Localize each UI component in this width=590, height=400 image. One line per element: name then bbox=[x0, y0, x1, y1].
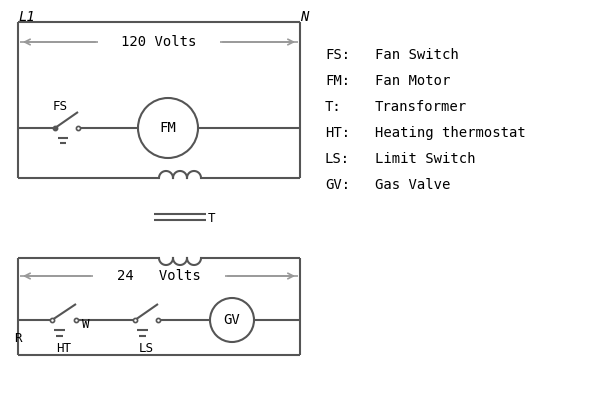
Text: Heating thermostat: Heating thermostat bbox=[375, 126, 526, 140]
Text: T:: T: bbox=[325, 100, 342, 114]
Text: HT:: HT: bbox=[325, 126, 350, 140]
Text: L1: L1 bbox=[18, 10, 35, 24]
Text: FS:: FS: bbox=[325, 48, 350, 62]
Text: LS: LS bbox=[139, 342, 154, 354]
Text: FS: FS bbox=[53, 100, 67, 112]
Text: LS:: LS: bbox=[325, 152, 350, 166]
Text: Fan Motor: Fan Motor bbox=[375, 74, 450, 88]
Text: HT: HT bbox=[57, 342, 71, 354]
Text: FM: FM bbox=[160, 121, 176, 135]
Text: N: N bbox=[300, 10, 309, 24]
Text: R: R bbox=[14, 332, 22, 344]
Text: GV: GV bbox=[224, 313, 240, 327]
Text: 24   Volts: 24 Volts bbox=[117, 269, 201, 283]
Text: Limit Switch: Limit Switch bbox=[375, 152, 476, 166]
Circle shape bbox=[210, 298, 254, 342]
Text: Fan Switch: Fan Switch bbox=[375, 48, 459, 62]
Text: W: W bbox=[82, 318, 90, 332]
Text: Transformer: Transformer bbox=[375, 100, 467, 114]
Text: GV:: GV: bbox=[325, 178, 350, 192]
Text: Gas Valve: Gas Valve bbox=[375, 178, 450, 192]
Text: FM:: FM: bbox=[325, 74, 350, 88]
Text: T: T bbox=[208, 212, 215, 224]
Text: 120 Volts: 120 Volts bbox=[122, 35, 196, 49]
Circle shape bbox=[138, 98, 198, 158]
